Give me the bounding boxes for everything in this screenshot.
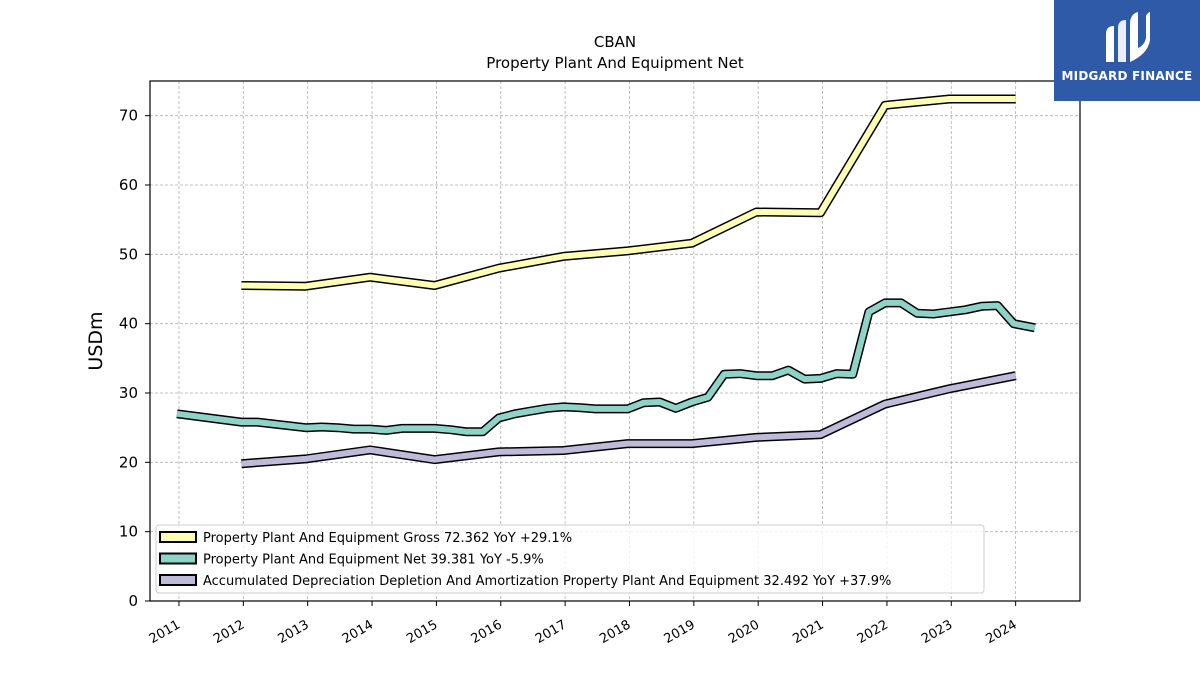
y-tick-label: 50 [119,245,138,263]
x-tick-label: 2023 [919,617,955,647]
x-tick-label: 2013 [276,617,312,647]
legend: Property Plant And Equipment Gross 72.36… [155,524,985,594]
x-tick-label: 2016 [469,617,505,647]
series-line-2 [176,299,1036,435]
x-tick-label: 2020 [726,617,762,647]
y-tick-label: 0 [128,592,138,610]
x-tick-label: 2015 [404,617,440,647]
x-tick-label: 2024 [983,617,1019,647]
x-tick-label: 2022 [855,617,891,647]
y-tick-label: 20 [119,453,138,471]
midgard-logo-icon [1106,12,1150,62]
legend-label-3: Accumulated Depreciation Depletion And A… [203,574,891,589]
plot-frame [149,80,1081,602]
chart-title: CBAN [594,33,636,51]
x-tick-label: 2018 [597,617,633,647]
legend-swatch-3 [159,574,197,586]
x-tick-label: 2017 [533,617,569,647]
x-tick-label: 2021 [790,617,826,647]
y-ticks: 0 10 20 30 40 50 60 70 [119,107,150,610]
logo-text: MIDGARD FINANCE [1061,69,1193,83]
brand-logo: MIDGARD FINANCE [1054,0,1200,101]
y-tick-label: 70 [119,107,138,125]
y-axis-label: USDm [85,311,107,370]
y-tick-label: 40 [119,315,138,333]
series-outline-2 [176,298,1036,437]
chart-subtitle: Property Plant And Equipment Net [486,54,743,72]
y-tick-label: 10 [119,523,138,541]
legend-label-1: Property Plant And Equipment Gross 72.36… [203,531,572,546]
x-tick-label: 2012 [211,617,247,647]
y-tick-label: 30 [119,384,138,402]
grid [150,81,1080,602]
legend-box [155,524,985,594]
legend-swatch-1 [159,531,197,543]
series-line-1 [241,96,1016,290]
x-tick-label: 2019 [662,617,698,647]
x-ticks: 2011 2012 2013 2014 2015 2016 2017 2018 2019 2020… [147,601,1020,647]
legend-swatch-2 [159,552,197,565]
x-tick-label: 2011 [147,617,183,647]
legend-label-2: Property Plant And Equipment Net 39.381 … [203,553,544,568]
x-tick-label: 2014 [340,617,376,647]
series-layer [176,94,1036,469]
series-line-3 [241,372,1017,467]
y-tick-label: 60 [119,176,138,194]
series-outline-1 [241,94,1016,291]
